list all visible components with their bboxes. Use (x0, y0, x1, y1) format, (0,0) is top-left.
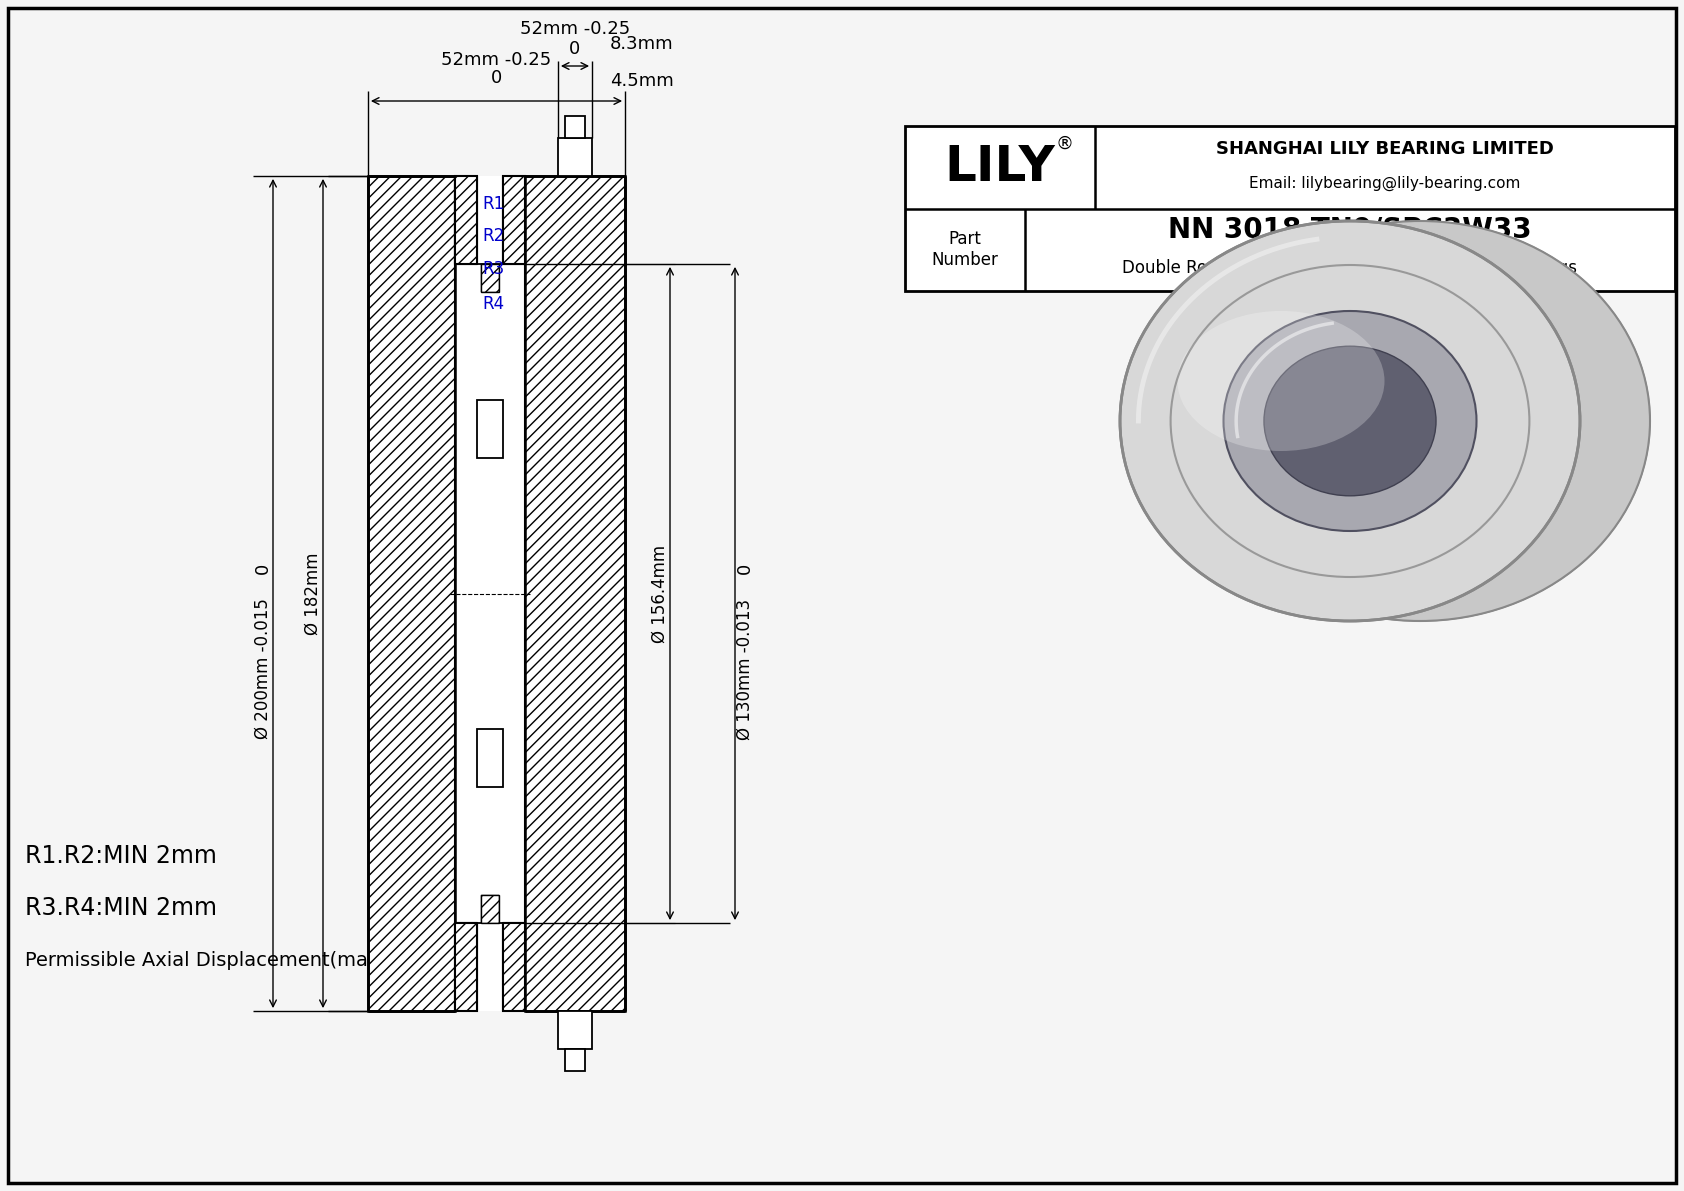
Bar (369, 176, 625, 1011)
Bar (504, 176, 525, 264)
Text: ®: ® (1054, 135, 1073, 152)
Text: Permissible Axial Displacement(max.):3mm: Permissible Axial Displacement(max.):3mm (25, 950, 450, 969)
Bar (504, 176, 525, 264)
Bar (525, 176, 625, 1011)
Text: 52mm -0.25: 52mm -0.25 (441, 51, 552, 69)
Text: NN 3018 TN9/SPC3W33: NN 3018 TN9/SPC3W33 (1169, 216, 1532, 244)
Text: Double Row Super-Precision Cylindrical Roller Bearings: Double Row Super-Precision Cylindrical R… (1123, 258, 1578, 276)
Bar (369, 176, 455, 1011)
Text: 8.3mm: 8.3mm (610, 35, 674, 54)
Bar (369, 176, 455, 1011)
Text: 0: 0 (569, 40, 581, 58)
Text: 4.5mm: 4.5mm (610, 71, 674, 91)
Bar (455, 176, 477, 264)
Ellipse shape (1120, 222, 1580, 621)
Text: R3: R3 (482, 260, 504, 278)
Bar (482, 894, 498, 923)
Ellipse shape (1224, 311, 1477, 531)
Text: Ø 156.4mm: Ø 156.4mm (652, 544, 669, 643)
Bar (504, 923, 525, 1011)
Text: LILY: LILY (945, 143, 1056, 192)
Text: SHANGHAI LILY BEARING LIMITED: SHANGHAI LILY BEARING LIMITED (1216, 141, 1554, 158)
Bar (482, 894, 498, 923)
Bar (455, 176, 525, 1011)
Text: 52mm -0.25: 52mm -0.25 (520, 20, 630, 38)
Polygon shape (1305, 222, 1650, 621)
Ellipse shape (1300, 317, 1539, 525)
Text: Email: lilybearing@lily-bearing.com: Email: lilybearing@lily-bearing.com (1250, 175, 1521, 191)
Ellipse shape (1177, 311, 1384, 451)
Bar (455, 176, 477, 264)
Text: Part
Number: Part Number (931, 230, 999, 269)
Ellipse shape (1265, 347, 1436, 495)
Bar (504, 923, 525, 1011)
Bar (904, 126, 1676, 291)
Bar (482, 264, 498, 292)
Text: R1.R2:MIN 2mm: R1.R2:MIN 2mm (25, 844, 217, 868)
Text: Ø 130mm -0.013: Ø 130mm -0.013 (736, 599, 754, 740)
Text: R1: R1 (482, 195, 504, 213)
Text: 0: 0 (254, 562, 273, 574)
Bar (525, 176, 625, 1011)
Bar (455, 923, 477, 1011)
Text: Ø 200mm -0.015: Ø 200mm -0.015 (254, 599, 273, 740)
Text: R2: R2 (482, 227, 504, 245)
Text: Ø 182mm: Ø 182mm (305, 553, 322, 635)
Text: 0: 0 (490, 69, 502, 87)
Text: 0: 0 (736, 562, 754, 574)
Bar (557, 1011, 593, 1049)
Bar (557, 138, 593, 176)
Bar (566, 1049, 584, 1071)
Text: R4: R4 (482, 295, 504, 313)
Text: R3.R4:MIN 2mm: R3.R4:MIN 2mm (25, 896, 217, 919)
Bar (482, 264, 498, 292)
Bar (455, 923, 477, 1011)
Polygon shape (1337, 311, 1539, 531)
Ellipse shape (1191, 222, 1650, 621)
Bar (566, 116, 584, 138)
Bar (477, 400, 504, 457)
Bar (477, 729, 504, 787)
